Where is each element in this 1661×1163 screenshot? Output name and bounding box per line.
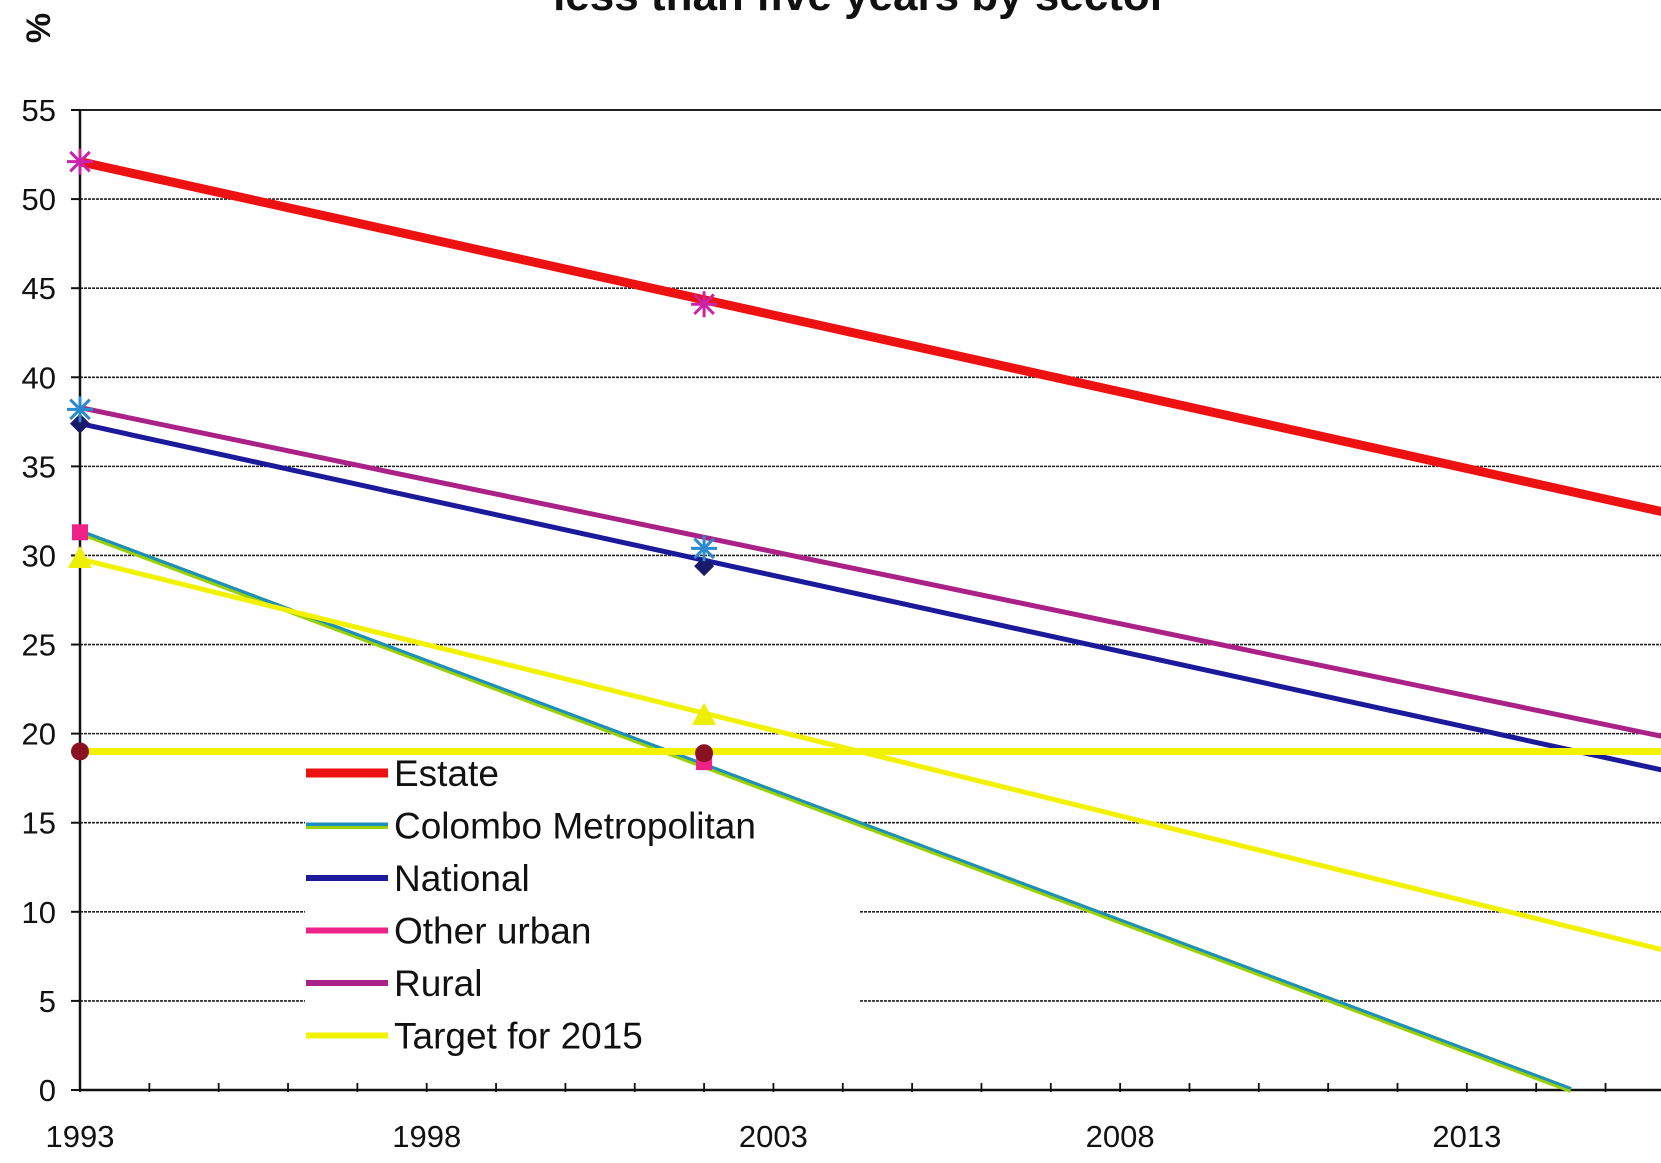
marker-5-1	[692, 702, 717, 725]
x-tick-label-2003: 2003	[739, 1119, 808, 1154]
series-line-2	[79, 421, 1661, 773]
marker-6-0	[71, 742, 89, 761]
legend-label-1: Colombo Metropolitan	[394, 806, 756, 847]
marker-0-0-stroke	[69, 150, 91, 173]
marker-4-0	[67, 396, 93, 423]
marker-6-1	[695, 744, 714, 763]
y-tick-label-10: 10	[22, 895, 56, 930]
y-tick-label-50: 50	[22, 182, 56, 217]
legend: Estate Colombo Metropolitan National Other …	[306, 753, 756, 1057]
y-axis-label: %	[20, 13, 58, 43]
y-tick-label-0: 0	[39, 1073, 56, 1108]
y-tick-label-20: 20	[22, 717, 56, 752]
x-tick-label-2013: 2013	[1432, 1119, 1501, 1154]
y-tick-labels: 0 5 10 15 20 25 30 35 40 45 50 55	[22, 93, 56, 1108]
x-tick-labels: 1993 1998 2003 2008 2013	[46, 1119, 1502, 1154]
marker-4-1-stroke	[693, 537, 715, 560]
legend-background	[305, 745, 860, 1070]
marker-5-0	[68, 546, 92, 569]
legend-label-5: Target for 2015	[394, 1016, 643, 1057]
axes	[71, 109, 1661, 1092]
marker-4-0-stroke	[69, 398, 91, 421]
chart-title: less than five years by sector	[553, 0, 1167, 20]
legend-label-4: Rural	[394, 963, 482, 1004]
series-markers	[67, 148, 718, 771]
marker-0-1	[691, 291, 718, 318]
gridlines	[80, 109, 1661, 1002]
series-line-0	[79, 157, 1661, 517]
series-line-4	[79, 405, 1661, 739]
y-tick-label-25: 25	[22, 628, 56, 663]
y-tick-label-55: 55	[22, 93, 56, 128]
x-tick-label-1993: 1993	[46, 1119, 115, 1154]
marker-4-1	[691, 535, 718, 562]
legend-label-0: Estate	[394, 753, 499, 794]
legend-label-3: Other urban	[394, 911, 591, 952]
x-tick-label-1998: 1998	[392, 1119, 461, 1154]
series-lines	[78, 157, 1661, 1093]
marker-3-0	[72, 524, 88, 541]
marker-0-0	[67, 148, 93, 175]
y-tick-label-45: 45	[22, 271, 56, 306]
legend-label-2: National	[394, 858, 530, 899]
y-tick-label-15: 15	[22, 806, 56, 841]
y-tick-label-30: 30	[22, 538, 56, 573]
x-tick-label-2008: 2008	[1086, 1119, 1155, 1154]
y-tick-label-5: 5	[39, 984, 56, 1019]
legend-box	[305, 745, 860, 1070]
y-tick-label-40: 40	[22, 360, 56, 395]
marker-0-1-stroke	[693, 293, 715, 316]
series-line-1	[79, 529, 1572, 1090]
marker-2-0	[70, 413, 90, 434]
y-tick-label-35: 35	[22, 449, 56, 484]
marker-2-1	[694, 556, 715, 577]
series-line-5	[79, 556, 1661, 952]
